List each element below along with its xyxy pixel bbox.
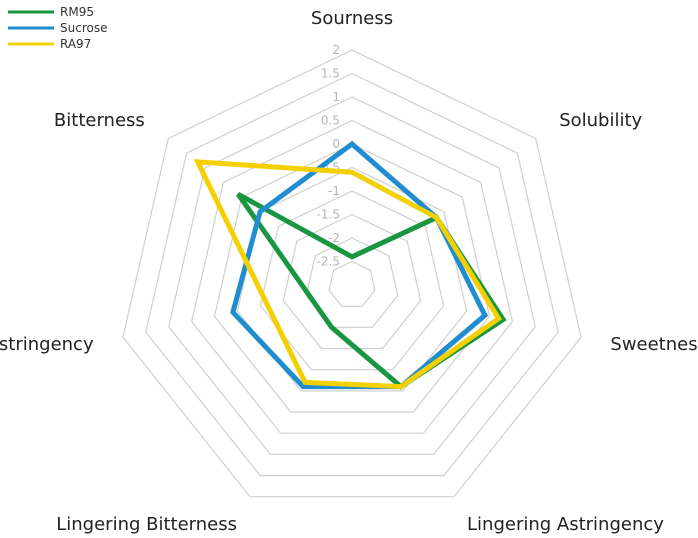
grid-ring	[282, 213, 422, 350]
tick-label: 2	[332, 43, 340, 57]
grid-ring	[145, 72, 559, 477]
tick-label: 1	[332, 90, 340, 104]
data-series	[193, 140, 507, 390]
axis-label: Bitterness	[54, 110, 145, 131]
grid-lines	[122, 49, 582, 498]
tick-label: 1.5	[321, 67, 340, 81]
tick-label: -2.5	[317, 255, 340, 269]
axis-label: Lingering Bitterness	[56, 514, 237, 535]
axis-label: Solubility	[559, 110, 642, 131]
axis-label: Astringency	[0, 334, 94, 355]
grid-ring	[305, 237, 399, 328]
grid-ring	[259, 190, 445, 371]
legend-label: RM95	[60, 5, 94, 19]
grid-ring	[213, 143, 491, 413]
legend-label: Sucrose	[60, 21, 107, 35]
axis-labels: Sourness Solubility Sweetness Lingering Ast…	[0, 8, 698, 535]
grid-ring	[328, 260, 376, 307]
legend-label: RA97	[60, 37, 91, 51]
legend: RM95 Sucrose RA97	[8, 5, 107, 51]
axis-label: Sweetness	[610, 334, 698, 355]
tick-label: 0.5	[321, 114, 340, 128]
grid-ring	[168, 96, 536, 455]
tick-label: -2	[328, 231, 340, 245]
grid-ring	[122, 49, 582, 498]
tick-label: 0	[332, 137, 340, 151]
axis-label: Lingering Astringency	[467, 514, 664, 535]
tick-label: -1.5	[317, 208, 340, 222]
tick-label: -1	[328, 184, 340, 198]
axis-label: Sourness	[311, 8, 393, 29]
series-line-ra97	[193, 159, 502, 390]
